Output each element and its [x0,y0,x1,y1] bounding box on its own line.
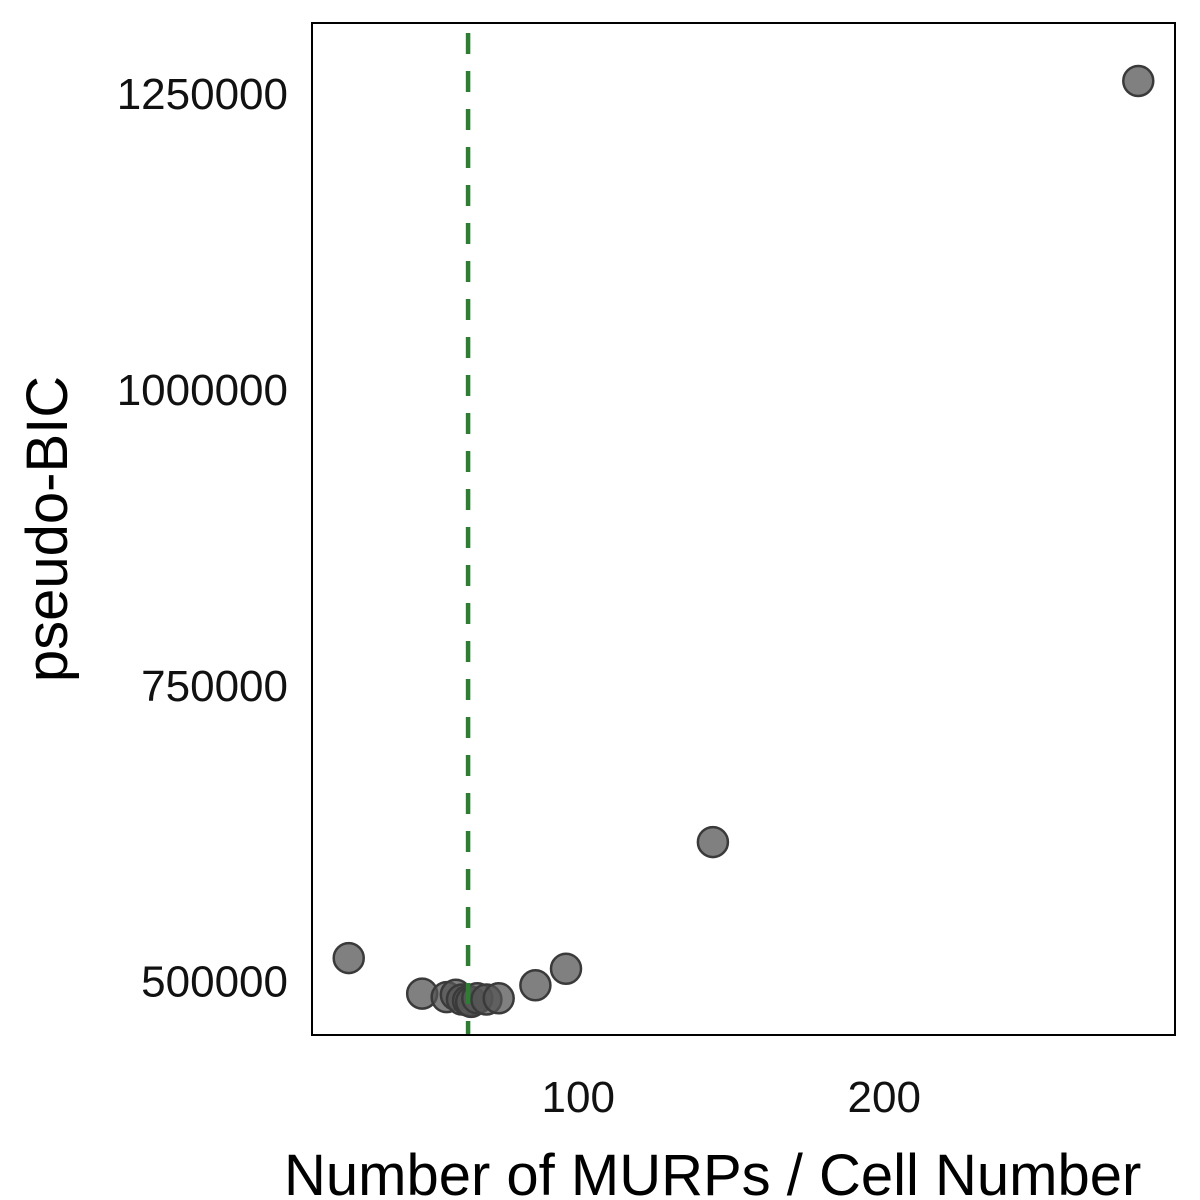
data-point [332,941,365,975]
y-axis-title: pseudo-BIC [15,376,80,682]
data-point [549,952,583,985]
y-tick-label: 1250000 [117,70,288,119]
plot-frame [311,22,1176,1036]
y-tick-label: 500000 [141,958,288,1007]
data-point [696,825,730,859]
data-point [1122,64,1155,98]
y-axis-ticks: 500000 750000 1000000 1250000 [117,70,288,1007]
x-tick-label: 100 [542,1073,615,1122]
y-tick-label: 750000 [141,662,288,711]
data-points [332,64,1155,1019]
x-axis-ticks: 100 200 [542,1073,921,1122]
x-axis-title: Number of MURPs / Cell Number [284,1143,1141,1200]
x-tick-label: 200 [848,1073,921,1122]
data-point [482,982,515,1015]
data-point [519,969,552,1002]
y-tick-label: 1000000 [117,366,288,415]
